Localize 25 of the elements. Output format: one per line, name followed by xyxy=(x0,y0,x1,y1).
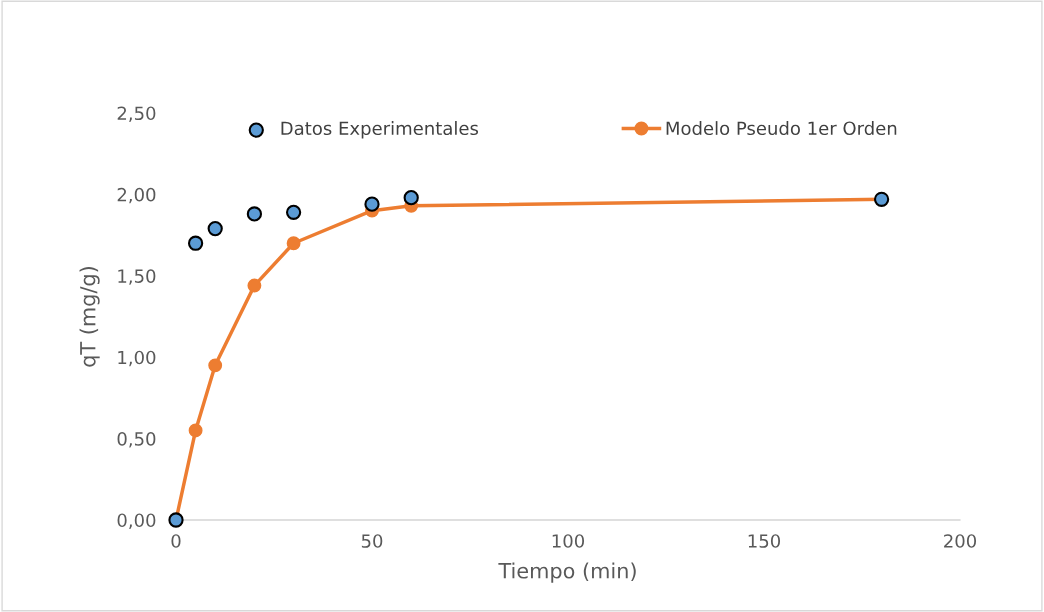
y-axis-title: qT (mg/g) xyxy=(79,267,100,367)
point xyxy=(208,358,223,373)
legend-label: Datos Experimentales xyxy=(281,121,479,139)
x-tick-label: 50 xyxy=(361,534,383,548)
y-tick-label: 2,50 xyxy=(117,106,156,122)
point xyxy=(364,196,380,212)
legend-label: Modelo Pseudo 1er Orden xyxy=(666,121,897,136)
y-tick-label: 0,50 xyxy=(117,432,156,448)
x-tick-label: 100 xyxy=(552,534,585,548)
point xyxy=(286,236,301,251)
point xyxy=(187,235,204,251)
x-axis-title: Tiempo (min) xyxy=(498,562,636,583)
point xyxy=(247,278,262,293)
point xyxy=(207,220,223,237)
x-tick-label: 200 xyxy=(944,534,977,548)
x-tick-label: 150 xyxy=(748,534,781,548)
y-tick-label: 1,00 xyxy=(118,350,156,367)
point xyxy=(188,423,203,438)
point xyxy=(403,190,419,206)
point xyxy=(285,204,302,220)
y-tick-label: 1,50 xyxy=(118,269,156,285)
x-tick-label: 0 xyxy=(171,534,181,548)
y-tick-label: 2,00 xyxy=(117,187,156,204)
y-tick-label: 0,00 xyxy=(117,513,156,529)
point xyxy=(246,206,263,222)
